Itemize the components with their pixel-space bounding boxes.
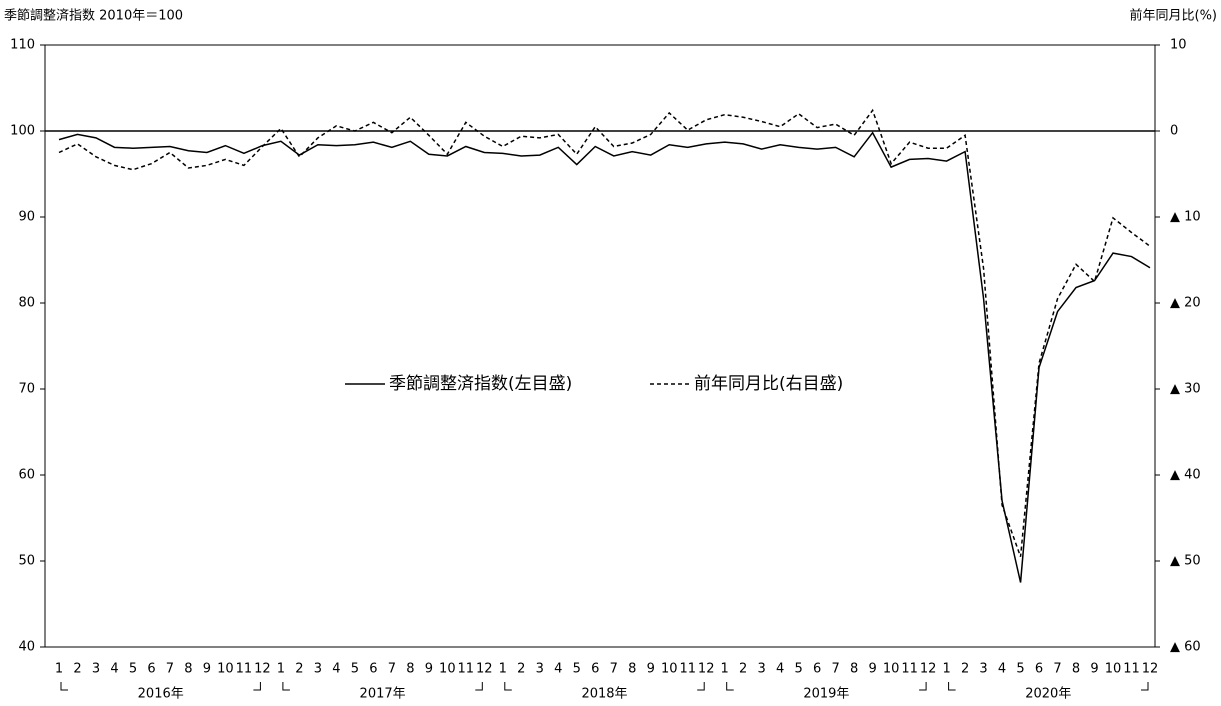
x-tick-label: 2	[73, 662, 81, 677]
x-tick-label: 2	[961, 662, 969, 677]
x-tick-label: 3	[314, 662, 322, 677]
x-tick-label: 12	[698, 662, 715, 677]
x-tick-label: 6	[813, 662, 821, 677]
x-tick-label: 3	[758, 662, 766, 677]
x-tick-label: 11	[679, 662, 696, 677]
x-tick-label: 1	[942, 662, 950, 677]
y-tick-label: 40	[18, 640, 35, 655]
y-tick-label: 60	[18, 468, 35, 483]
x-tick-label: 8	[850, 662, 858, 677]
year-label: 2017年	[360, 687, 406, 702]
y-tick-label: 50	[18, 554, 35, 569]
x-tick-label: 11	[901, 662, 918, 677]
legend-label: 季節調整済指数(左目盛)	[389, 374, 572, 394]
x-tick-label: 7	[832, 662, 840, 677]
y-tick-label: 110	[10, 38, 35, 53]
year-label: 2016年	[138, 687, 184, 702]
year-bracket	[504, 682, 705, 691]
year-bracket	[726, 682, 927, 691]
y2-axis-title: 前年同月比(%)	[1130, 8, 1218, 24]
y2-tick-label: ▲ 50	[1170, 554, 1201, 569]
x-tick-label: 2	[295, 662, 303, 677]
plot-frame	[44, 44, 1156, 648]
x-tick-label: 10	[883, 662, 900, 677]
x-tick-label: 6	[369, 662, 377, 677]
x-tick-label: 11	[236, 662, 253, 677]
x-tick-label: 1	[721, 662, 729, 677]
year-bracket	[60, 682, 261, 691]
x-tick-label: 5	[129, 662, 137, 677]
x-tick-label: 9	[868, 662, 876, 677]
series-line	[58, 131, 1151, 583]
x-tick-label: 12	[476, 662, 493, 677]
year-label: 2019年	[803, 687, 849, 702]
x-tick-label: 7	[610, 662, 618, 677]
year-label: 2018年	[581, 687, 627, 702]
x-tick-label: 5	[1016, 662, 1024, 677]
x-tick-label: 10	[661, 662, 678, 677]
x-tick-label: 3	[536, 662, 544, 677]
y2-tick-label: 0	[1170, 124, 1178, 139]
y-tick-label: 100	[10, 124, 35, 139]
x-tick-label: 11	[1123, 662, 1140, 677]
x-tick-label: 3	[979, 662, 987, 677]
x-tick-label: 9	[425, 662, 433, 677]
x-tick-label: 10	[1105, 662, 1122, 677]
legend: 季節調整済指数(左目盛) 前年同月比(右目盛)	[345, 374, 843, 394]
x-tick-label: 5	[573, 662, 581, 677]
year-bracket	[282, 682, 483, 691]
x-tick-label: 7	[166, 662, 174, 677]
x-tick-label: 9	[647, 662, 655, 677]
y-tick-label: 70	[18, 382, 35, 397]
x-tick-label: 12	[1142, 662, 1159, 677]
x-tick-label: 9	[1090, 662, 1098, 677]
x-tick-label: 1	[55, 662, 63, 677]
x-tick-label: 4	[554, 662, 562, 677]
x-tick-label: 2	[517, 662, 525, 677]
x-tick-label: 6	[591, 662, 599, 677]
x-tick-label: 8	[406, 662, 414, 677]
x-tick-label: 5	[351, 662, 359, 677]
y2-tick-label: ▲ 10	[1170, 210, 1201, 225]
x-tick-label: 8	[184, 662, 192, 677]
x-tick-label: 9	[203, 662, 211, 677]
x-tick-label: 8	[628, 662, 636, 677]
x-tick-label: 8	[1072, 662, 1080, 677]
x-tick-label: 4	[332, 662, 340, 677]
x-tick-label: 1	[499, 662, 507, 677]
x-tick-label: 5	[795, 662, 803, 677]
y-axis-title: 季節調整済指数 2010年＝100	[4, 8, 183, 24]
y-tick-label: 90	[18, 210, 35, 225]
x-tick-label: 6	[1035, 662, 1043, 677]
series-line	[58, 108, 1151, 557]
x-tick-label: 3	[92, 662, 100, 677]
x-tick-label: 7	[388, 662, 396, 677]
y-tick-label: 80	[18, 296, 35, 311]
x-tick-label: 4	[110, 662, 118, 677]
y2-tick-label: ▲ 60	[1170, 640, 1201, 655]
x-tick-label: 4	[998, 662, 1006, 677]
y2-tick-label: ▲ 20	[1170, 296, 1201, 311]
x-tick-label: 12	[920, 662, 937, 677]
x-tick-label: 12	[254, 662, 271, 677]
x-tick-label: 4	[776, 662, 784, 677]
x-tick-label: 1	[277, 662, 285, 677]
legend-label: 前年同月比(右目盛)	[694, 374, 843, 394]
x-tick-label: 11	[458, 662, 475, 677]
y2-tick-label: ▲ 30	[1170, 382, 1201, 397]
x-tick-label: 7	[1053, 662, 1061, 677]
y2-tick-label: ▲ 40	[1170, 468, 1201, 483]
x-tick-label: 10	[439, 662, 456, 677]
y2-tick-label: 10	[1170, 38, 1187, 53]
year-label: 2020年	[1025, 687, 1071, 702]
x-tick-label: 6	[147, 662, 155, 677]
year-bracket	[948, 682, 1149, 691]
x-tick-label: 2	[739, 662, 747, 677]
x-tick-label: 10	[217, 662, 234, 677]
